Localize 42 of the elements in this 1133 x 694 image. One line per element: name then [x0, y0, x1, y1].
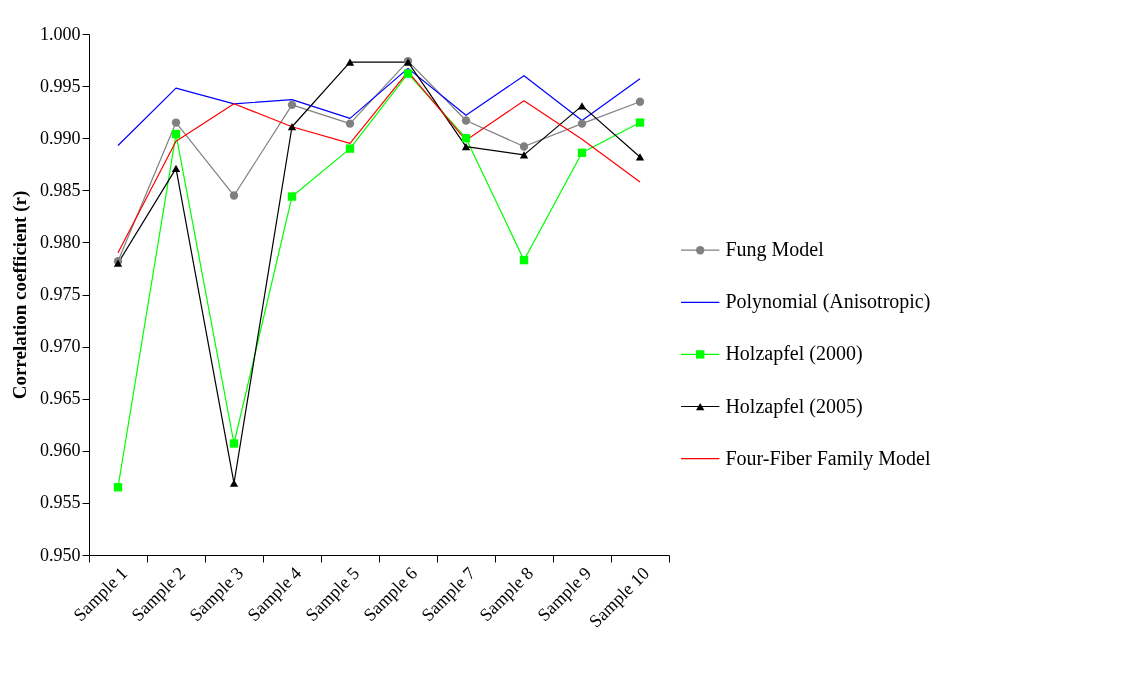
- legend-label: Four-Fiber Family Model: [725, 446, 931, 470]
- y-tick-label: 0.950: [40, 544, 81, 565]
- point: [287, 192, 297, 201]
- y-tick-label: 0.970: [40, 336, 81, 357]
- point: [113, 483, 123, 492]
- point: [345, 58, 355, 66]
- point: [461, 134, 471, 143]
- point: [171, 129, 181, 139]
- y-tick-label: 0.975: [40, 284, 81, 304]
- point: [577, 148, 587, 157]
- point: [635, 118, 645, 127]
- point: [345, 144, 355, 153]
- point: [577, 102, 587, 110]
- y-tick-label: 1.000: [40, 23, 81, 44]
- legend-label: Holzapfel (2005): [725, 394, 863, 418]
- y-tick-label: 0.960: [40, 440, 81, 461]
- y-tick-label: 0.985: [40, 179, 81, 200]
- line-series: [117, 67, 641, 147]
- y-tick-label: 0.965: [40, 388, 81, 409]
- point: [403, 69, 413, 78]
- point: [171, 164, 181, 173]
- legend-label: Fung Model: [725, 238, 825, 262]
- point: [461, 116, 471, 125]
- y-axis-title: Correlation coefficient (r): [9, 190, 31, 400]
- point: [345, 119, 355, 128]
- point: [229, 439, 239, 448]
- point: [519, 255, 529, 265]
- point: [635, 97, 645, 106]
- y-tick-label: 0.980: [40, 231, 81, 252]
- point: [461, 142, 471, 151]
- point: [171, 118, 181, 127]
- point: [577, 119, 587, 128]
- point: [287, 123, 297, 131]
- point: [519, 142, 529, 151]
- point: [635, 153, 645, 161]
- legend-label: Holzapfel (2000): [725, 342, 863, 366]
- y-tick-label: 0.955: [40, 492, 81, 513]
- legend-label: Polynomial (Anisotropic): [725, 290, 931, 314]
- point: [287, 100, 297, 110]
- y-tick-label: 0.990: [40, 127, 81, 148]
- y-tick-label: 0.995: [40, 75, 81, 96]
- point: [229, 191, 239, 200]
